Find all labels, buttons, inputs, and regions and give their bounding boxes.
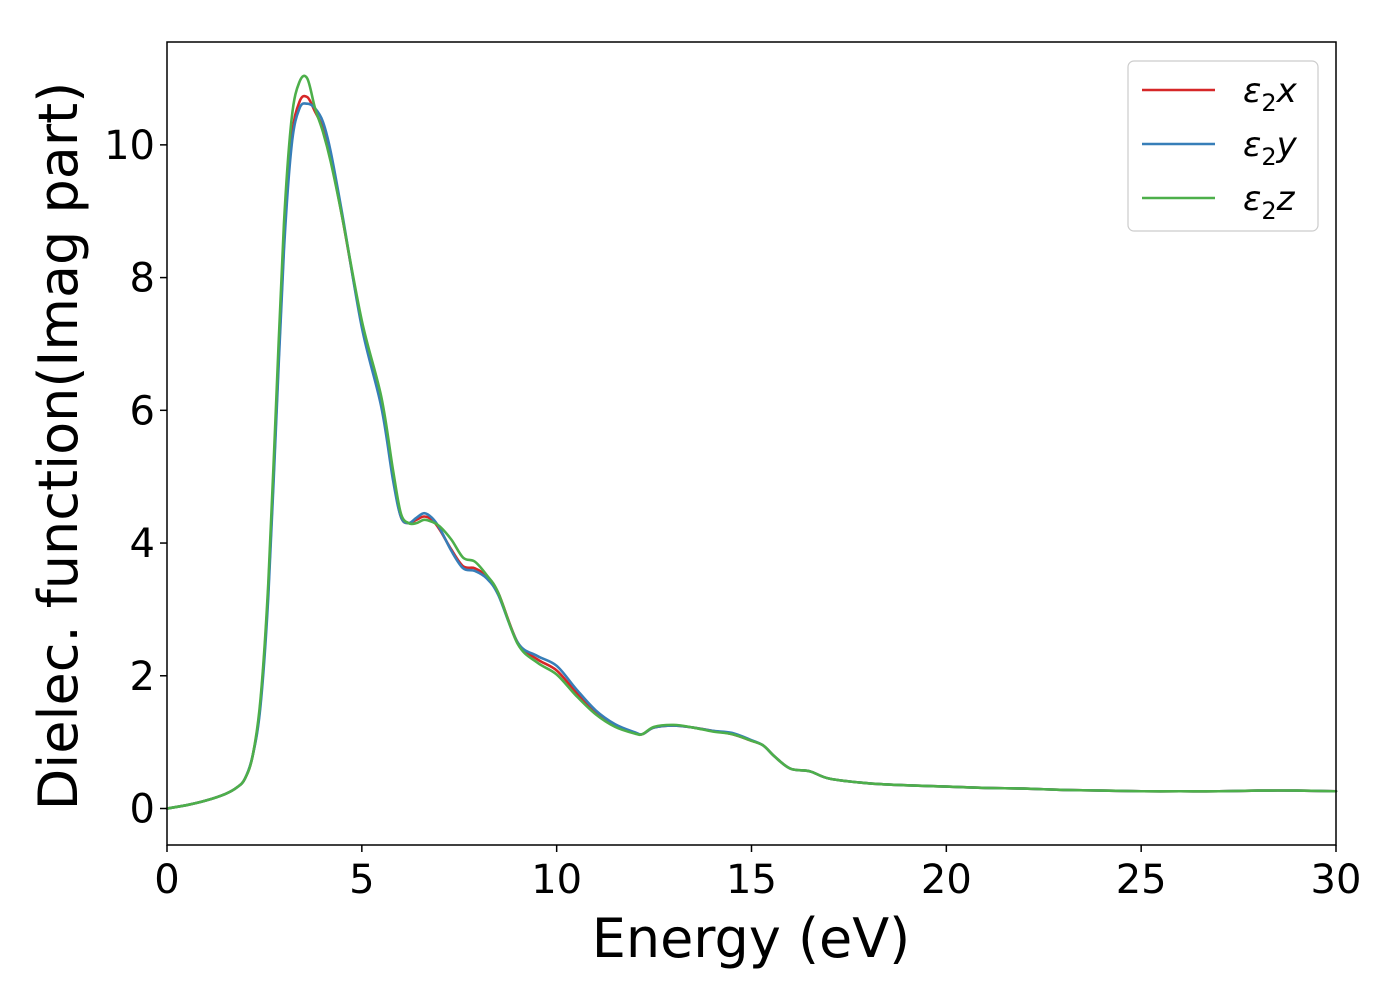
y-tick-label: 10 (104, 123, 155, 169)
x-tick-label: 30 (1311, 857, 1362, 903)
x-axis-label: Energy (eV) (592, 907, 911, 970)
x-tick-label: 0 (154, 857, 179, 903)
legend-label: ε2z (1243, 179, 1296, 225)
legend-label: ε2y (1243, 125, 1298, 171)
x-tick-label: 10 (531, 857, 582, 903)
y-axis: 0 2 4 6 8 10 (104, 123, 167, 833)
y-tick-label: 4 (130, 521, 155, 567)
legend-entry-x: ε2x (1142, 71, 1298, 117)
series-layer (165, 74, 1338, 810)
x-axis: 0 5 10 15 20 25 30 (154, 845, 1361, 903)
legend-label: ε2x (1243, 71, 1298, 117)
legend-box (1127, 60, 1319, 232)
y-tick-label: 6 (130, 388, 155, 434)
x-tick-label: 5 (349, 857, 374, 903)
y-tick-label: 8 (130, 256, 155, 302)
x-tick-label: 25 (1116, 857, 1167, 903)
y-axis-label: Dielec. function(Imag part) (27, 82, 90, 811)
legend-entry-z: ε2z (1142, 179, 1296, 225)
y-tick-label: 0 (130, 787, 155, 833)
x-tick-label: 20 (921, 857, 972, 903)
legend-entry-y: ε2y (1142, 125, 1298, 171)
x-tick-label: 15 (726, 857, 777, 903)
series-line-z (165, 74, 1338, 810)
legend: ε2x ε2y ε2z (1127, 60, 1319, 232)
y-tick-label: 2 (130, 654, 155, 700)
